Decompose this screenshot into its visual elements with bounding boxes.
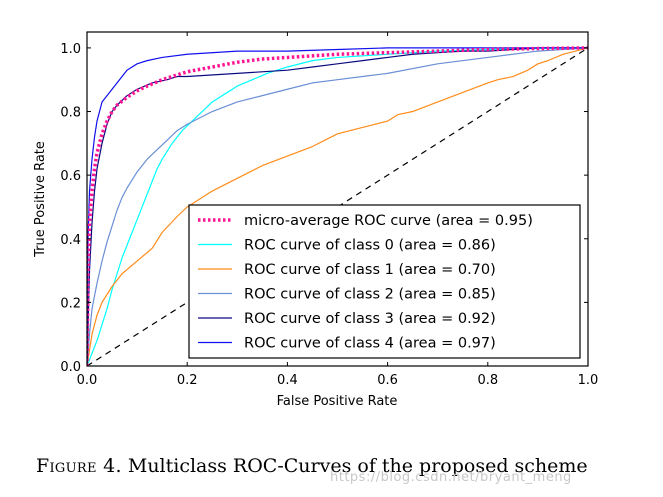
x-tick-label: 0.0 xyxy=(77,373,98,388)
legend-label-2: ROC curve of class 1 (area = 0.70) xyxy=(244,262,496,278)
figure-caption: Figure 4. Multiclass ROC-Curves of the p… xyxy=(36,455,588,477)
figure-number: Figure 4. xyxy=(36,455,122,477)
legend-label-1: ROC curve of class 0 (area = 0.86) xyxy=(244,238,496,254)
series-line-4 xyxy=(87,47,588,366)
figure-caption-text: Multiclass ROC-Curves of the proposed sc… xyxy=(127,455,588,477)
x-tick-label: 0.2 xyxy=(177,373,198,388)
y-tick-label: 0.4 xyxy=(60,233,81,248)
legend: micro-average ROC curve (area = 0.95) ROC… xyxy=(188,204,581,359)
y-tick-label: 1.0 xyxy=(60,42,81,57)
series-line-2 xyxy=(87,47,588,366)
x-tick-label: 0.8 xyxy=(477,373,498,388)
y-axis-label: True Positive Rate xyxy=(33,141,48,258)
legend-box xyxy=(188,204,581,359)
x-tick-label: 0.4 xyxy=(277,373,298,388)
x-tick-label: 1.0 xyxy=(578,373,599,388)
ticks-layer: 0.0 0.2 0.4 0.6 0.8 1.0 0.0 0.2 0.4 0.6 0.8 1.0 xyxy=(60,32,598,388)
y-tick-label: 0.8 xyxy=(60,106,81,121)
x-axis-label: False Positive Rate xyxy=(277,394,398,409)
y-tick-label: 0.0 xyxy=(60,360,81,375)
y-tick-label: 0.2 xyxy=(60,296,81,311)
series-line-0 xyxy=(87,46,588,366)
watermark: https://blog.csdn.net/bryant_meng xyxy=(330,470,572,485)
x-tick-label: 0.6 xyxy=(377,373,398,388)
legend-label-3: ROC curve of class 2 (area = 0.85) xyxy=(244,287,496,303)
y-tick-label: 0.6 xyxy=(60,169,81,184)
series-line-3 xyxy=(87,47,588,366)
legend-label-5: ROC curve of class 4 (area = 0.97) xyxy=(244,336,496,352)
series-layer xyxy=(87,46,588,366)
series-line-5 xyxy=(87,47,588,366)
legend-label-0: micro-average ROC curve (area = 0.95) xyxy=(244,213,533,229)
legend-label-4: ROC curve of class 3 (area = 0.92) xyxy=(244,311,496,327)
plot-frame xyxy=(86,31,589,367)
